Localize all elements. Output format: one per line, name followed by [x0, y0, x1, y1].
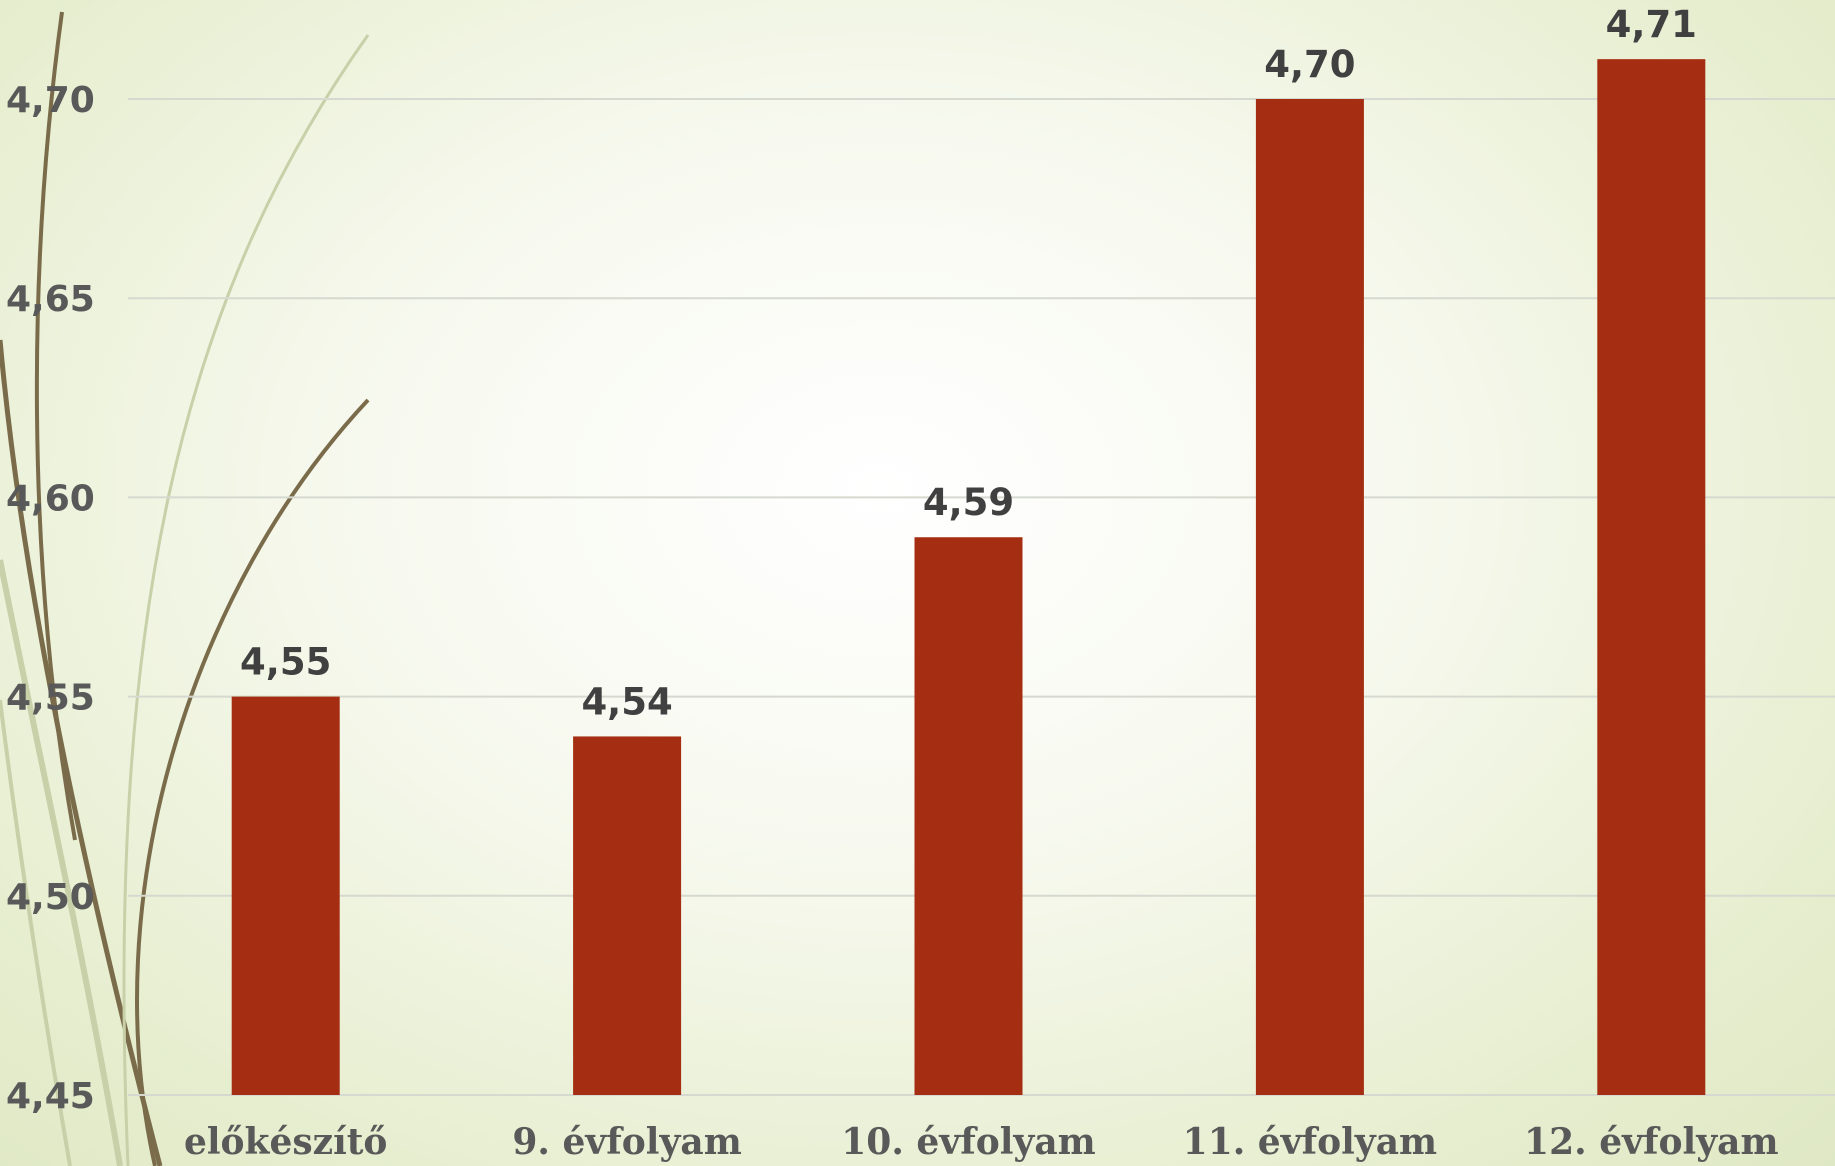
bar: [1597, 59, 1706, 1095]
y-tick-label: 4,65: [6, 279, 95, 320]
bar: [231, 696, 340, 1095]
data-label: 4,54: [581, 680, 672, 723]
bars: [231, 59, 1706, 1095]
bar: [573, 736, 682, 1095]
data-label: 4,71: [1606, 3, 1697, 46]
x-category-label: 9. évfolyam: [512, 1121, 741, 1163]
decorative-grass-strokes: [0, 11, 370, 1166]
y-tick-label: 4,70: [6, 80, 95, 121]
x-axis-categories: előkészítő 9. évfolyam 10. évfolyam 11. évf…: [184, 1121, 1779, 1163]
x-category-label: 12. évfolyam: [1524, 1121, 1779, 1163]
y-tick-label: 4,55: [6, 678, 95, 719]
y-axis-ticks: 4,45 4,50 4,55 4,60 4,65 4,70: [6, 80, 95, 1117]
y-tick-label: 4,45: [6, 1076, 95, 1117]
data-label: 4,55: [240, 641, 331, 684]
x-category-label: előkészítő: [184, 1121, 387, 1163]
x-category-label: 10. évfolyam: [841, 1121, 1096, 1163]
bar: [1255, 99, 1364, 1095]
data-label: 4,59: [923, 481, 1014, 524]
bar: [914, 537, 1023, 1095]
data-label: 4,70: [1264, 43, 1355, 86]
x-category-label: 11. évfolyam: [1183, 1121, 1438, 1163]
y-tick-label: 4,60: [6, 478, 95, 519]
y-tick-label: 4,50: [6, 877, 95, 918]
data-labels: 4,55 4,54 4,59 4,70 4,71: [240, 3, 1697, 723]
